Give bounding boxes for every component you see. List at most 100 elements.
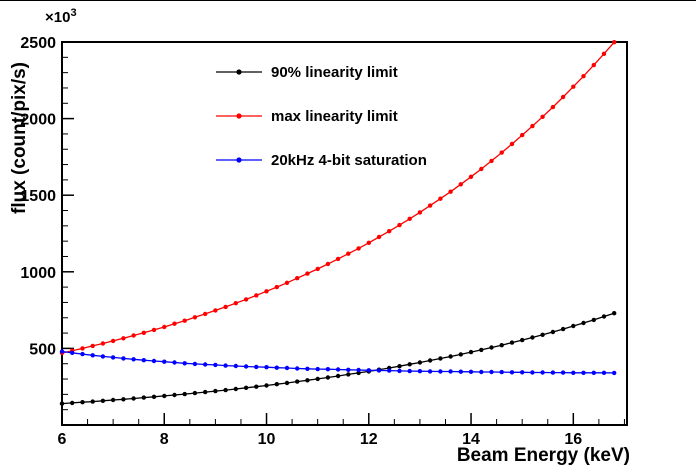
data-point <box>468 174 474 179</box>
data-point <box>366 240 371 245</box>
data-point <box>233 363 238 369</box>
window-border-top <box>0 0 696 1</box>
data-point <box>458 352 463 357</box>
data-point <box>571 370 576 375</box>
data-point <box>499 343 504 348</box>
data-point <box>110 397 116 403</box>
data-point <box>192 315 198 320</box>
data-point <box>131 396 136 401</box>
data-point <box>479 369 484 375</box>
data-point <box>192 390 198 396</box>
data-point <box>540 370 545 375</box>
data-point <box>560 326 566 332</box>
data-point <box>100 354 106 359</box>
data-point <box>366 368 371 373</box>
x-tick-label: 16 <box>564 431 582 448</box>
y-axis-title: flux (count/pix/s) <box>9 62 30 214</box>
data-point <box>397 222 402 228</box>
data-point <box>274 382 279 387</box>
x-tick-label: 8 <box>160 431 169 448</box>
data-point <box>110 338 116 344</box>
data-point <box>560 94 566 100</box>
data-point <box>397 368 402 374</box>
y-tick-label: 2500 <box>20 35 56 52</box>
data-point <box>172 360 177 365</box>
legend-sample-marker <box>236 157 242 163</box>
data-point <box>141 358 146 363</box>
data-point <box>295 366 300 371</box>
data-point <box>612 370 617 376</box>
data-point <box>315 266 320 272</box>
data-point <box>70 350 75 355</box>
data-point <box>335 373 341 379</box>
data-point <box>356 367 361 373</box>
data-point <box>305 366 310 371</box>
data-point <box>141 395 146 400</box>
data-point <box>325 367 331 372</box>
data-point <box>305 271 310 276</box>
legend-entry-90-linearity-limit: 90% linearity limit <box>216 50 427 94</box>
data-point <box>59 401 65 406</box>
data-point <box>80 351 85 357</box>
data-point <box>90 343 95 349</box>
plot-frame <box>61 41 628 426</box>
data-point <box>346 367 351 372</box>
scale-base: ×10 <box>45 9 71 26</box>
data-point <box>203 362 208 367</box>
data-point <box>172 321 177 326</box>
data-point <box>284 380 290 386</box>
data-point <box>448 354 453 359</box>
y-tick-label: 1500 <box>20 188 56 205</box>
x-tick-label: 12 <box>360 431 378 448</box>
data-point <box>264 365 269 370</box>
data-point <box>438 196 443 201</box>
data-point <box>223 387 228 393</box>
data-point <box>612 40 617 45</box>
data-point <box>254 384 259 389</box>
data-point <box>70 400 75 406</box>
data-point <box>346 251 351 256</box>
data-point <box>438 356 443 361</box>
data-point <box>427 369 433 374</box>
legend-entry-max-linearity-limit: max linearity limit <box>216 94 427 138</box>
data-point <box>520 132 525 138</box>
data-point <box>530 370 535 375</box>
data-point <box>162 324 167 330</box>
legend-marker-red-icon <box>216 113 262 119</box>
data-point <box>151 327 157 333</box>
data-point <box>59 349 65 354</box>
data-point <box>427 358 433 363</box>
series-20khz-4-bit-saturation <box>59 349 617 376</box>
data-point <box>387 229 392 234</box>
data-point <box>540 114 545 120</box>
data-point <box>591 370 596 375</box>
data-point <box>550 104 556 110</box>
data-point <box>581 74 586 79</box>
data-point <box>295 379 300 384</box>
data-point <box>591 62 596 68</box>
data-point <box>489 345 494 350</box>
data-point <box>550 370 556 375</box>
legend-label: max linearity limit <box>271 107 398 125</box>
data-point <box>346 372 351 377</box>
data-point <box>417 360 423 365</box>
data-point <box>448 369 453 374</box>
data-point <box>110 355 116 360</box>
data-point <box>223 363 228 368</box>
data-point <box>376 368 382 373</box>
data-point <box>264 383 269 388</box>
data-point <box>601 314 607 319</box>
legend-entry-20khz-4bit-saturation: 20kHz 4-bit saturation <box>216 138 427 182</box>
data-point <box>335 367 341 372</box>
data-point <box>499 150 504 155</box>
data-point <box>489 158 494 164</box>
data-point <box>325 375 331 380</box>
data-point <box>254 364 259 370</box>
data-point <box>325 261 331 267</box>
data-point <box>427 203 433 208</box>
data-point <box>203 311 208 317</box>
legend-marker-blue-icon <box>216 157 262 163</box>
data-point <box>356 246 361 251</box>
data-point <box>254 293 259 298</box>
